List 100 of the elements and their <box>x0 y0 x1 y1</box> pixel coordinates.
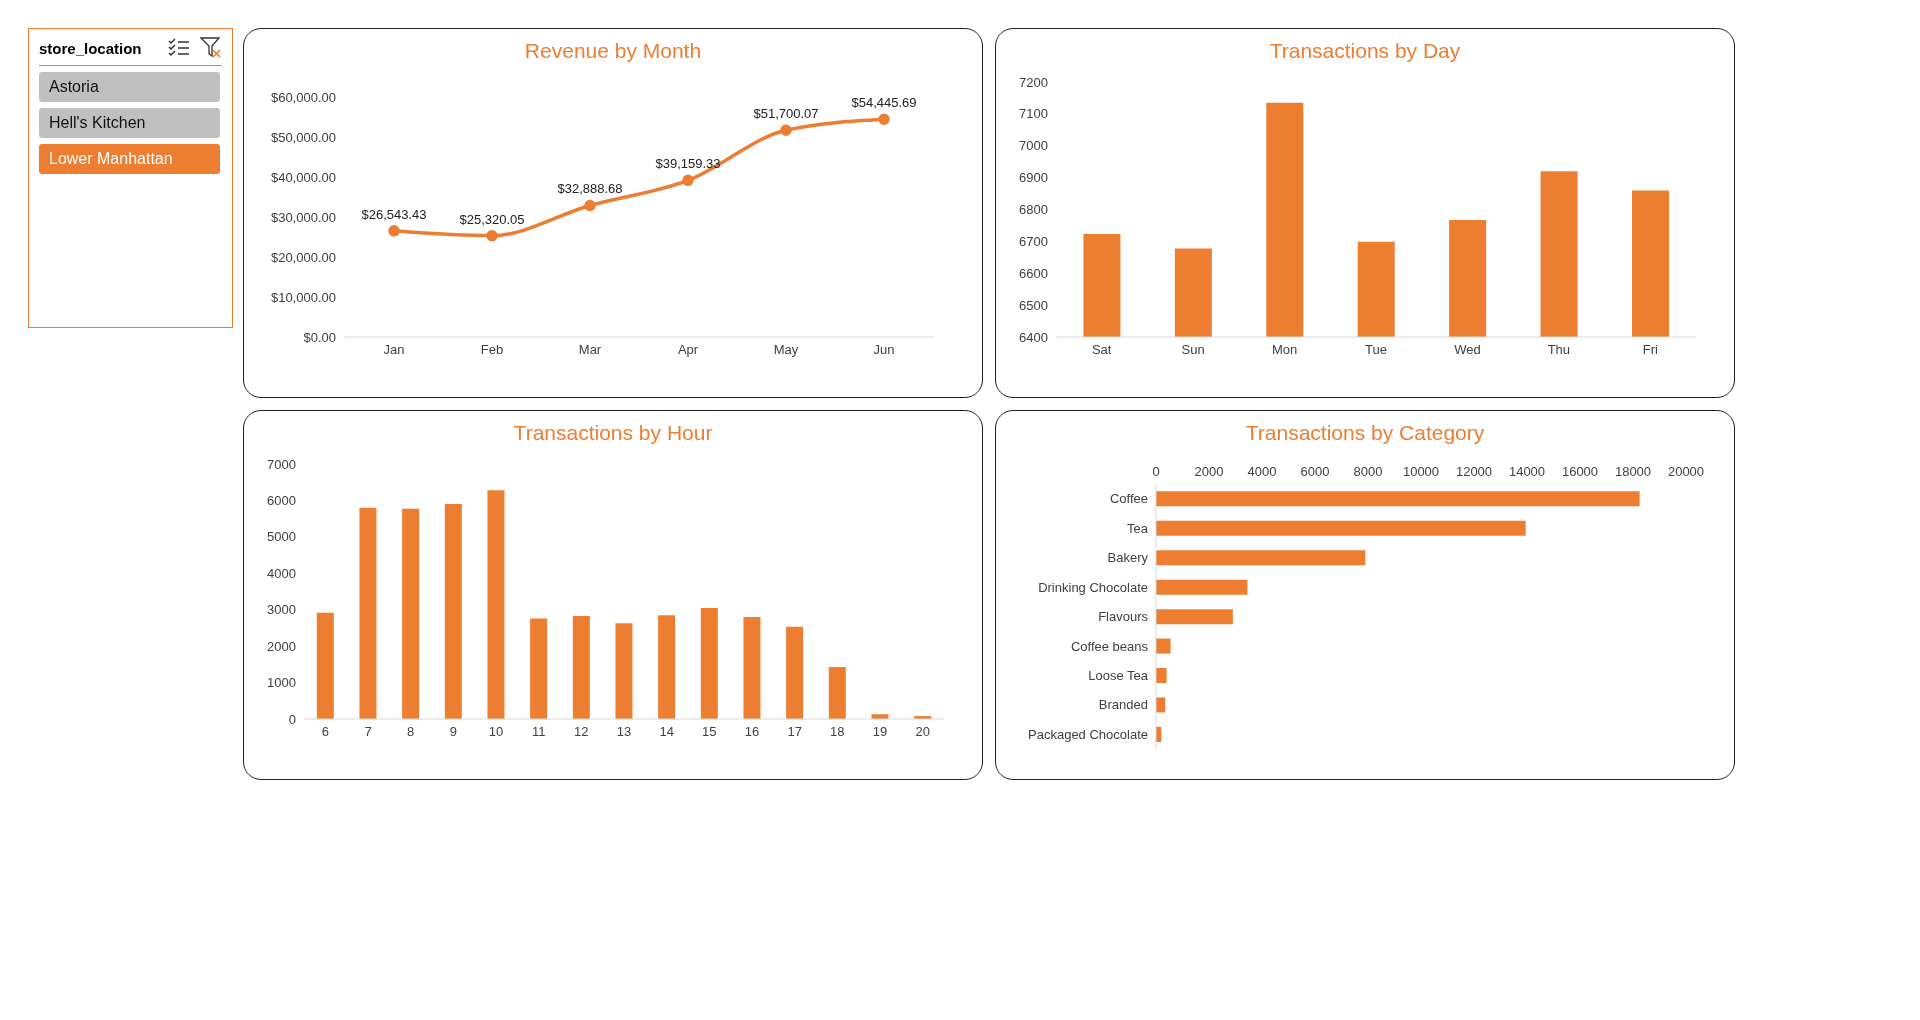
y-tick-label: 7200 <box>1019 74 1048 90</box>
point <box>584 199 596 212</box>
y-tick-label: $40,000.00 <box>270 169 336 185</box>
y-tick-label: Packaged Chocolate <box>1028 726 1148 742</box>
y-tick-label: 0 <box>288 711 296 727</box>
x-tick-label: 18000 <box>1614 464 1652 479</box>
data-label: $32,888.68 <box>557 181 623 197</box>
bar <box>1156 668 1167 684</box>
x-tick-label: Mon <box>1271 342 1298 358</box>
chart-title: Transactions by Hour <box>512 421 714 445</box>
x-tick-label: 11 <box>531 724 546 740</box>
data-label: $51,700.07 <box>753 106 819 122</box>
y-tick-label: Flavours <box>1098 609 1149 625</box>
bar <box>316 612 334 719</box>
point <box>388 225 400 237</box>
bar <box>1156 550 1366 566</box>
x-tick-label: 6 <box>321 724 329 740</box>
bar <box>572 615 590 719</box>
x-tick-label: Mar <box>578 342 602 358</box>
bar <box>402 508 420 719</box>
y-tick-label: $30,000.00 <box>270 209 336 225</box>
y-tick-label: $10,000.00 <box>270 289 336 305</box>
y-tick-label: Coffee <box>1109 491 1148 507</box>
y-tick-label: 6500 <box>1019 297 1048 313</box>
x-tick-label: Jan <box>383 342 405 358</box>
y-tick-label: 6600 <box>1019 265 1048 281</box>
point <box>486 229 498 242</box>
x-tick-label: 14000 <box>1508 464 1546 479</box>
bar <box>487 490 505 719</box>
y-tick-label: Drinking Chocolate <box>1038 579 1148 595</box>
x-tick-label: 17 <box>787 724 802 740</box>
x-tick-label: Apr <box>677 342 699 358</box>
y-tick-label: 6000 <box>267 493 296 509</box>
x-tick-label: 2000 <box>1194 464 1224 479</box>
x-tick-label: 4000 <box>1247 464 1277 479</box>
chart-title: Transactions by Day <box>1268 39 1462 63</box>
y-tick-label: Bakery <box>1107 550 1149 566</box>
y-tick-label: $60,000.00 <box>270 89 336 105</box>
y-tick-label: 2000 <box>267 638 296 654</box>
y-tick-label: 6800 <box>1019 202 1048 218</box>
x-tick-label: 13 <box>616 724 632 740</box>
x-tick-label: 9 <box>449 724 457 740</box>
chart-title: Revenue by Month <box>523 39 703 63</box>
y-tick-label: 7000 <box>267 456 296 472</box>
y-tick-label: $50,000.00 <box>270 129 336 145</box>
x-tick-label: 7 <box>364 724 372 740</box>
x-tick-label: Jun <box>873 342 895 358</box>
y-tick-label: 5000 <box>267 529 296 545</box>
data-label: $26,543.43 <box>361 206 427 222</box>
data-label: $25,320.05 <box>459 211 525 227</box>
y-tick-label: 1000 <box>267 675 296 691</box>
y-tick-label: 6700 <box>1019 233 1048 249</box>
x-tick-label: Fri <box>1642 342 1658 358</box>
bar <box>1156 638 1171 654</box>
x-tick-label: 20000 <box>1667 464 1705 479</box>
bar <box>700 607 718 719</box>
x-tick-label: 16000 <box>1561 464 1599 479</box>
bar <box>658 615 676 719</box>
x-tick-label: Feb <box>480 342 504 358</box>
y-tick-label: 7000 <box>1019 138 1048 154</box>
bar <box>359 507 377 719</box>
x-tick-label: 16 <box>744 724 760 740</box>
bar <box>1156 520 1526 536</box>
category-label: Astoria <box>49 78 99 95</box>
y-tick-label: Coffee beans <box>1070 638 1149 654</box>
x-tick-label: 12000 <box>1455 464 1493 479</box>
x-tick-label: 8 <box>407 724 415 740</box>
x-tick-label: 8000 <box>1353 464 1383 479</box>
x-tick-label: Sun <box>1181 342 1205 358</box>
x-tick-label: 10000 <box>1402 464 1440 479</box>
y-tick-label: 6400 <box>1019 329 1048 345</box>
x-tick-label: 0 <box>1152 464 1160 479</box>
x-tick-label: 20 <box>915 724 930 740</box>
x-tick-label: Tue <box>1365 342 1387 358</box>
y-tick-label: Branded <box>1098 697 1148 713</box>
bar <box>1156 491 1640 507</box>
text: store_location <box>39 39 143 57</box>
category-label: Lower Manhattan <box>49 150 173 167</box>
point <box>780 124 792 136</box>
y-tick-label: $0.00 <box>303 329 336 345</box>
bar <box>1156 609 1233 625</box>
x-tick-label: Thu <box>1547 342 1571 358</box>
x-tick-label: 10 <box>488 724 504 740</box>
x-tick-label: Wed <box>1454 342 1481 358</box>
point <box>682 174 694 187</box>
bar <box>530 618 548 719</box>
bar <box>615 623 633 719</box>
y-tick-label: 7100 <box>1019 106 1048 122</box>
bar <box>786 626 804 719</box>
x-tick-label: 14 <box>659 724 674 740</box>
point <box>878 113 890 125</box>
y-tick-label: Tea <box>1127 520 1149 536</box>
x-tick-label: 19 <box>872 724 888 740</box>
bar <box>1156 579 1248 595</box>
y-tick-label: Loose Tea <box>1088 668 1149 683</box>
x-tick-label: May <box>773 342 799 358</box>
bar <box>828 666 846 719</box>
data-label: $54,445.69 <box>851 95 917 111</box>
y-tick-label: 4000 <box>267 565 296 581</box>
chart-title: Transactions by Category <box>1244 421 1486 445</box>
